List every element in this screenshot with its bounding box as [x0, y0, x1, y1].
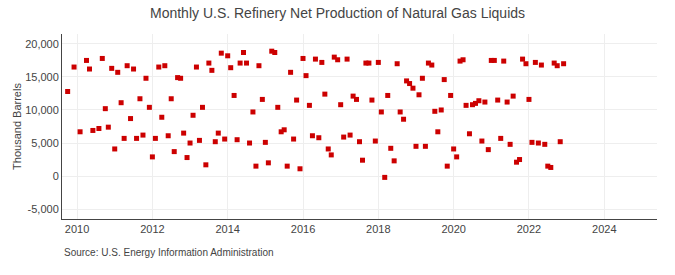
svg-text:Thousand Barrels: Thousand Barrels: [11, 83, 23, 170]
svg-text:0: 0: [53, 170, 59, 182]
svg-text:2020: 2020: [441, 223, 465, 235]
svg-text:20,000: 20,000: [25, 38, 59, 50]
svg-text:Monthly U.S. Refinery Net Prod: Monthly U.S. Refinery Net Production of …: [150, 5, 525, 21]
svg-text:2010: 2010: [65, 223, 89, 235]
svg-text:2012: 2012: [140, 223, 164, 235]
svg-text:2014: 2014: [215, 223, 239, 235]
svg-text:2018: 2018: [366, 223, 390, 235]
svg-text:5,000: 5,000: [31, 137, 59, 149]
svg-text:10,000: 10,000: [25, 104, 59, 116]
svg-text:2016: 2016: [291, 223, 315, 235]
svg-text:2024: 2024: [592, 223, 616, 235]
svg-text:Source: U.S. Energy Informatio: Source: U.S. Energy Information Administ…: [64, 247, 274, 258]
svg-text:2022: 2022: [517, 223, 541, 235]
svg-text:-5,000: -5,000: [28, 203, 59, 215]
svg-text:15,000: 15,000: [25, 71, 59, 83]
